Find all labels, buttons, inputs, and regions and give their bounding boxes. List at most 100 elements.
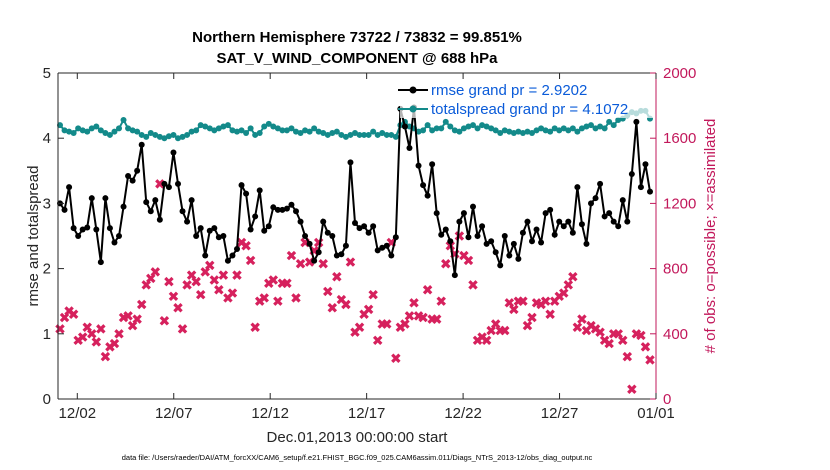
- rmse-point: [451, 272, 458, 279]
- totalspread-point: [243, 129, 250, 136]
- nobs-marker-stroke: [627, 384, 637, 394]
- totalspread-point: [211, 127, 218, 134]
- totalspread-point: [320, 129, 327, 136]
- rmse-point: [170, 149, 177, 156]
- nobs-marker-stroke: [527, 312, 537, 323]
- nobs-marker: [636, 330, 646, 341]
- totalspread-point: [361, 131, 368, 138]
- rmse-point: [519, 229, 526, 236]
- nobs-marker: [522, 320, 533, 331]
- nobs-marker: [250, 322, 260, 333]
- totalspread-point: [143, 133, 150, 140]
- nobs-marker: [87, 329, 97, 339]
- nobs-marker: [109, 338, 120, 349]
- totalspread-point: [224, 122, 231, 129]
- rmse-point: [501, 233, 508, 239]
- nobs-marker-stroke: [441, 258, 451, 269]
- rmse-point: [229, 252, 236, 259]
- rmse-point: [392, 234, 399, 241]
- nobs-marker: [282, 278, 292, 289]
- nobs-marker: [468, 280, 478, 290]
- nobs-marker: [218, 270, 229, 280]
- totalspread-point: [229, 127, 236, 134]
- nobs-marker-stroke: [586, 320, 596, 331]
- rmse-point: [424, 192, 431, 199]
- nobs-marker: [245, 255, 256, 266]
- nobs-marker-stroke: [159, 316, 170, 326]
- totalspread-point: [438, 125, 445, 132]
- totalspread-point: [460, 125, 467, 132]
- rmse-point: [347, 159, 354, 166]
- nobs-marker: [645, 355, 655, 365]
- rmse-point: [220, 233, 227, 239]
- nobs-marker-stroke: [205, 260, 215, 271]
- rmse-point: [383, 242, 390, 249]
- totalspread-point: [524, 128, 531, 135]
- rmse-point: [61, 206, 68, 213]
- nobs-marker-stroke: [459, 250, 469, 261]
- totalspread-point: [470, 122, 476, 129]
- rmse-point: [479, 223, 486, 230]
- rmse-point: [320, 218, 327, 225]
- rmse-point: [79, 226, 86, 233]
- totalspread-point: [188, 128, 195, 135]
- totalspread-point: [125, 125, 132, 132]
- rmse-point: [388, 252, 395, 259]
- y-right-tick-label: 800: [663, 261, 688, 278]
- nobs-marker-stroke: [168, 291, 179, 302]
- totalspread-point: [488, 125, 495, 132]
- totalspread-point: [574, 128, 581, 135]
- rmse-point: [270, 204, 277, 211]
- nobs-marker: [164, 276, 174, 287]
- nobs-marker-stroke: [577, 314, 587, 324]
- totalspread-point: [560, 125, 567, 132]
- totalspread-point: [184, 131, 191, 138]
- rmse-point: [442, 226, 449, 233]
- legend-label-totalspread: totalspread grand pr = 4.1072: [431, 101, 628, 118]
- rmse-point: [569, 229, 576, 236]
- totalspread-point: [356, 131, 363, 138]
- totalspread-point: [75, 125, 82, 132]
- nobs-marker: [168, 291, 179, 302]
- totalspread-point: [252, 131, 259, 138]
- totalspread-point: [270, 123, 277, 130]
- nobs-marker: [155, 179, 165, 189]
- rmse-point: [134, 167, 141, 174]
- nobs-marker: [123, 311, 133, 321]
- rmse-point: [156, 216, 163, 223]
- nobs-marker: [595, 327, 605, 337]
- rmse-point: [551, 231, 558, 238]
- nobs-marker-stroke: [273, 296, 283, 306]
- rmse-point: [624, 218, 631, 225]
- totalspread-point: [333, 128, 340, 135]
- totalspread-point: [538, 125, 545, 132]
- y-left-tick-label: 3: [43, 195, 51, 212]
- legend: rmse grand pr = 2.9202 totalspread grand…: [398, 80, 654, 118]
- nobs-marker: [481, 335, 492, 346]
- rmse-point: [356, 225, 363, 232]
- totalspread-point: [175, 135, 181, 142]
- nobs-marker-stroke: [82, 322, 92, 333]
- totalspread-point: [529, 129, 535, 136]
- nobs-marker: [382, 319, 392, 329]
- totalspread-point: [202, 123, 209, 130]
- legend-label-rmse: rmse grand pr = 2.9202: [431, 82, 587, 99]
- nobs-marker: [177, 324, 188, 334]
- nobs-marker-stroke: [64, 306, 74, 316]
- nobs-marker-stroke: [182, 280, 192, 290]
- nobs-marker-stroke: [241, 241, 251, 251]
- rmse-point: [75, 233, 82, 239]
- legend-box: [400, 80, 654, 118]
- nobs-marker: [577, 314, 587, 324]
- totalspread-point: [152, 131, 159, 138]
- totalspread-point: [106, 131, 113, 138]
- nobs-marker: [422, 285, 433, 295]
- totalspread-point: [433, 125, 440, 132]
- rmse-point: [370, 223, 377, 230]
- nobs-marker: [191, 276, 201, 287]
- nobs-marker: [173, 302, 183, 313]
- totalspread-point: [465, 123, 472, 130]
- nobs-marker-stroke: [236, 237, 247, 248]
- rmse-point: [329, 233, 336, 239]
- plot-frame: [57, 72, 657, 400]
